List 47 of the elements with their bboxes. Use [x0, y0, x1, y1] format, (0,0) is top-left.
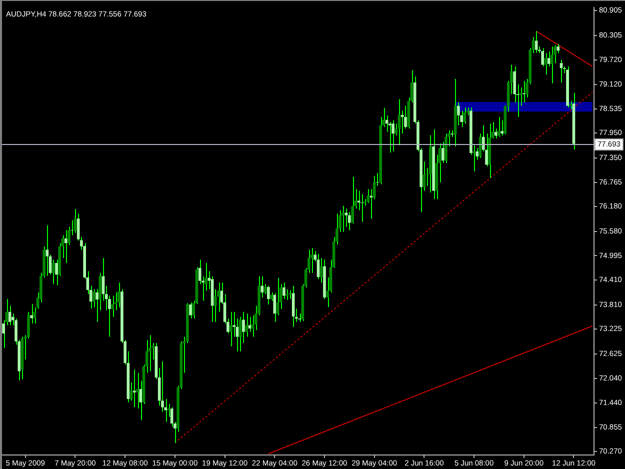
- candlestick: [2, 320, 5, 348]
- candlestick: [392, 120, 394, 152]
- candlestick: [264, 284, 267, 295]
- candlestick: [46, 224, 49, 276]
- candlestick: [541, 48, 544, 67]
- candlestick: [96, 288, 98, 322]
- candlestick: [161, 360, 164, 412]
- candlestick: [444, 133, 448, 164]
- candlestick: [316, 253, 320, 280]
- candlestick: [30, 304, 33, 324]
- candlestick: [282, 282, 286, 300]
- candlestick: [360, 194, 364, 222]
- candlestick: [267, 285, 270, 305]
- candlestick: [547, 50, 550, 67]
- candlestick: [534, 30, 538, 54]
- candlestick: [348, 211, 351, 231]
- candlestick: [320, 258, 323, 283]
- candlestick: [111, 295, 114, 318]
- candlestick: [117, 282, 120, 308]
- candlestick: [245, 313, 248, 338]
- candlestick: [170, 406, 174, 428]
- candlestick: [70, 220, 74, 236]
- candlestick: [404, 105, 407, 130]
- candlestick: [133, 369, 136, 408]
- candlestick: [64, 230, 68, 264]
- candlestick: [238, 316, 242, 352]
- candlestick: [242, 311, 245, 344]
- candlestick: [494, 128, 498, 140]
- candlestick: [472, 144, 476, 172]
- candlestick: [136, 372, 139, 410]
- candlestick: [55, 259, 58, 286]
- candlestick: [214, 288, 217, 322]
- candlestick: [230, 311, 232, 347]
- candlestick: [457, 102, 460, 126]
- candlestick: [189, 302, 192, 320]
- candlestick: [310, 248, 314, 274]
- candlestick: [52, 259, 55, 285]
- candlestick: [148, 334, 152, 372]
- candlestick: [441, 141, 444, 164]
- candlestick: [550, 46, 554, 84]
- candlestick: [248, 316, 252, 332]
- candlestick: [400, 110, 404, 134]
- candlestick: [376, 172, 379, 186]
- candlestick: [286, 288, 288, 300]
- candlestick: [498, 116, 500, 138]
- candlestick: [500, 120, 504, 136]
- candlestick: [513, 66, 516, 103]
